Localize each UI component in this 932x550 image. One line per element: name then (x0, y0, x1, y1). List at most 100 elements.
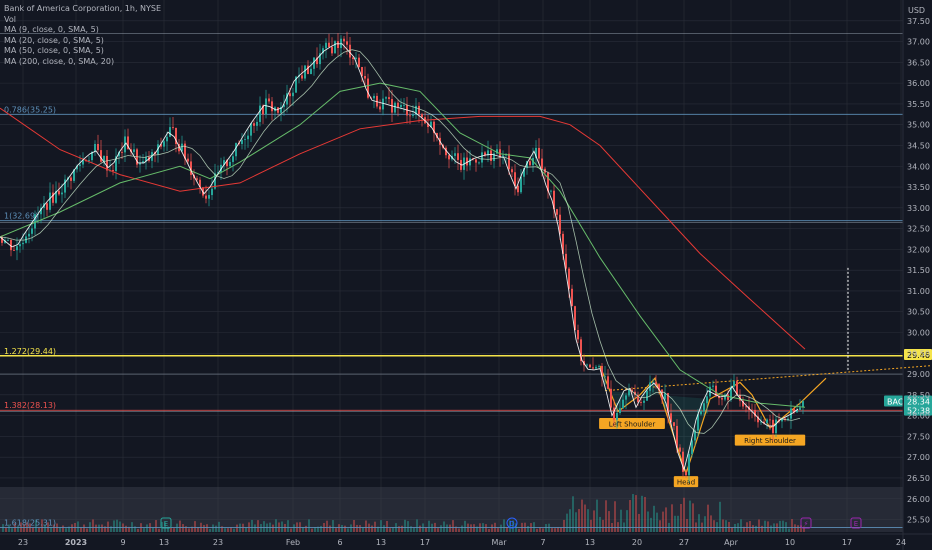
volume-bar (179, 520, 181, 532)
volume-bar (713, 520, 715, 532)
candle-body (781, 418, 783, 422)
volume-bar (563, 519, 565, 532)
candle-body (541, 158, 543, 169)
volume-bar (50, 527, 52, 532)
price-label: 29.46 (907, 351, 930, 360)
volume-bar (389, 528, 391, 532)
candle-body (322, 48, 324, 54)
volume-bar (446, 524, 448, 532)
candle-body (586, 364, 588, 366)
volume-bar (488, 528, 490, 532)
indicator-ma50[interactable]: MA (50, close, 0, SMA, 5) (4, 46, 104, 55)
volume-bar (302, 526, 304, 532)
volume-bar (347, 528, 349, 532)
volume-bar (473, 524, 475, 532)
volume-bar (704, 516, 706, 532)
candle-body (265, 98, 267, 115)
event-marker[interactable]: E (160, 517, 172, 529)
candle-body (286, 93, 288, 105)
y-tick-label: 34.00 (907, 162, 930, 171)
volume-bar (95, 524, 97, 532)
volume-bar (449, 524, 451, 532)
candle-body (730, 386, 732, 400)
candle-body (31, 228, 33, 234)
volume-bar (638, 513, 640, 532)
candle-body (184, 143, 186, 159)
candle-body (553, 190, 555, 210)
candle-body (625, 395, 627, 400)
candle-body (742, 400, 744, 407)
candle-body (760, 421, 762, 423)
candle-body (262, 105, 264, 115)
y-tick-label: 37.00 (907, 38, 930, 47)
volume-bar (170, 527, 172, 532)
candle-body (64, 179, 66, 193)
volume-bar (191, 526, 193, 532)
volume-bar (245, 527, 247, 532)
volume-bar (305, 525, 307, 532)
candle-body (667, 393, 669, 414)
volume-bar (674, 515, 676, 532)
volume-bar (341, 524, 343, 532)
volume-bar (593, 510, 595, 532)
volume-bar (284, 523, 286, 532)
volume-bar (344, 525, 346, 532)
candle-body (502, 155, 504, 157)
symbol-title[interactable]: Bank of America Corporation, 1h, NYSE (4, 4, 162, 13)
candle-body (613, 407, 615, 420)
volume-bar (359, 525, 361, 532)
volume-bar (416, 519, 418, 532)
event-marker[interactable]: E (850, 517, 862, 529)
volume-bar (215, 525, 217, 532)
x-tick-label: Feb (286, 538, 300, 547)
volume-bar (509, 520, 511, 532)
indicator-vol[interactable]: Vol (4, 14, 16, 24)
volume-bar (251, 519, 253, 532)
candle-body (679, 447, 681, 452)
candle-body (409, 115, 411, 117)
candle-body (19, 244, 21, 247)
candle-body (94, 143, 96, 152)
indicator-ma200[interactable]: MA (200, close, 0, SMA, 20) (4, 56, 115, 66)
volume-bar (206, 524, 208, 532)
candle-body (217, 172, 219, 174)
event-marker[interactable]: ⚡ (800, 517, 812, 529)
volume-bar (2, 524, 4, 532)
candle-body (70, 177, 72, 181)
event-marker[interactable]: D (506, 517, 518, 529)
candle-body (598, 365, 600, 367)
candle-body (697, 414, 699, 431)
candle-body (412, 114, 414, 116)
x-tick-label: 2023 (65, 538, 87, 547)
candle-body (616, 413, 618, 420)
pattern-label-bg (599, 417, 665, 429)
candle-body (736, 381, 738, 395)
volume-bar (17, 526, 19, 532)
volume-bar (653, 505, 655, 532)
indicator-ma9[interactable]: MA (9, close, 0, SMA, 5) (4, 25, 99, 34)
candle-body (292, 92, 294, 97)
candle-body (766, 419, 768, 424)
volume-bar (383, 525, 385, 532)
candle-body (682, 451, 684, 472)
volume-bar (518, 528, 520, 532)
candle-body (304, 65, 306, 79)
candle-body (361, 67, 363, 76)
candle-body (73, 169, 75, 181)
candle-body (103, 155, 105, 162)
y-tick-label: 30.50 (907, 308, 930, 317)
volume-bar (461, 525, 463, 532)
candle-body (445, 147, 447, 156)
indicator-ma20[interactable]: MA (20, close, 0, SMA, 5) (4, 35, 104, 45)
candle-body (241, 139, 243, 145)
volume-bar (731, 527, 733, 532)
price-axis[interactable]: 25.50 26.00 26.50 27.00 27.50 28.00 28.50 29.00… (902, 0, 930, 550)
event-markers[interactable]: E D ⚡ E (160, 517, 862, 529)
candle-body (187, 158, 189, 162)
volume-bar (182, 524, 184, 532)
time-axis[interactable]: 23 2023 9 13 23 Feb 6 13 17 Mar 7 13 20 27 Apr 10 17 24 (0, 533, 932, 547)
volume-bar (410, 526, 412, 532)
candle-body (121, 152, 123, 153)
